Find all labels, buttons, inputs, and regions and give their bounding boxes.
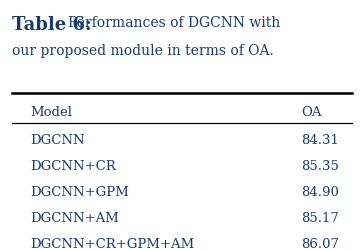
Text: Table 6:: Table 6: xyxy=(12,16,92,34)
Text: 84.31: 84.31 xyxy=(301,134,339,147)
Text: DGCNN+GPM: DGCNN+GPM xyxy=(30,186,129,199)
Text: DGCNN+CR: DGCNN+CR xyxy=(30,160,116,173)
Text: 86.07: 86.07 xyxy=(301,238,339,250)
Text: DGCNN: DGCNN xyxy=(30,134,85,147)
Text: 85.17: 85.17 xyxy=(301,212,339,225)
Text: Performances of DGCNN with: Performances of DGCNN with xyxy=(68,16,281,30)
Text: OA: OA xyxy=(301,106,322,118)
Text: Model: Model xyxy=(30,106,72,118)
Text: DGCNN+AM: DGCNN+AM xyxy=(30,212,119,225)
Text: 84.90: 84.90 xyxy=(301,186,339,199)
Text: 85.35: 85.35 xyxy=(301,160,339,173)
Text: DGCNN+CR+GPM+AM: DGCNN+CR+GPM+AM xyxy=(30,238,194,250)
Text: our proposed module in terms of OA.: our proposed module in terms of OA. xyxy=(12,44,274,58)
